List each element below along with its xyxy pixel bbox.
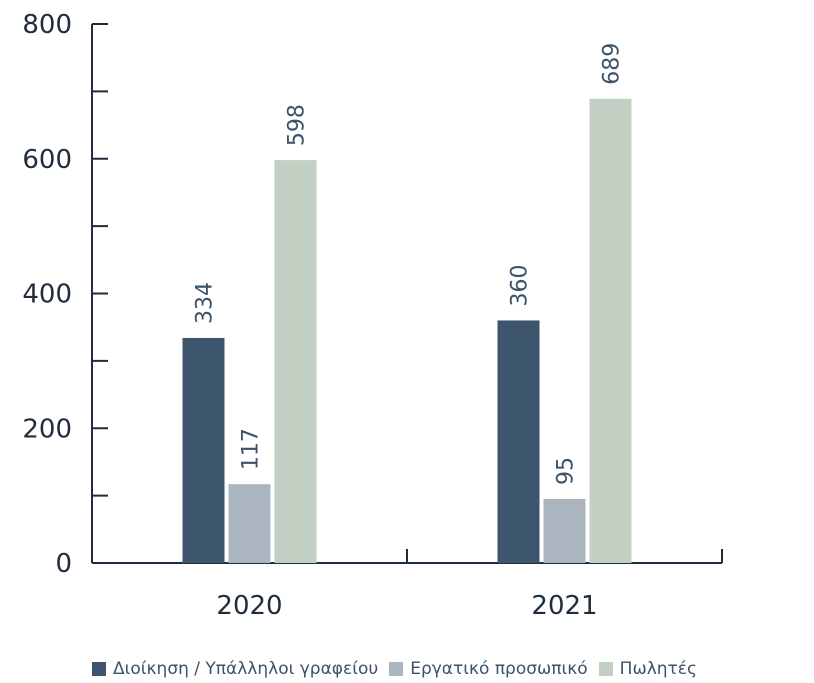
bar-chart: 0 200 400 600 800 334 117 598 360 95 689 2020 2021	[22, 10, 723, 621]
y-axis-ticks: 0 200 400 600 800	[22, 10, 108, 579]
data-label: 689	[600, 43, 625, 85]
y-tick-label: 0	[55, 549, 72, 579]
bar	[497, 320, 540, 563]
legend-item: Πωλητές	[598, 659, 697, 679]
y-tick-label: 800	[22, 10, 72, 40]
data-label: 598	[285, 104, 310, 146]
data-label: 117	[239, 428, 264, 470]
y-tick-label: 400	[22, 280, 72, 310]
legend-label: Εργατικό προσωπικό	[410, 659, 588, 679]
legend-swatch	[389, 662, 404, 676]
bar	[228, 484, 271, 563]
bar	[274, 160, 317, 563]
x-category-label: 2021	[531, 591, 597, 621]
legend-item: Διοίκηση / Υπάλληλοι γραφείου	[92, 659, 378, 679]
y-tick-label: 200	[22, 414, 72, 444]
data-label: 360	[508, 264, 533, 306]
bar	[543, 498, 586, 563]
x-axis-category-labels: 2020 2021	[216, 591, 597, 621]
legend-swatch	[92, 662, 106, 676]
legend-label: Διοίκηση / Υπάλληλοι γραφείου	[113, 659, 379, 679]
x-category-label: 2020	[216, 591, 282, 621]
bar	[182, 337, 225, 563]
chart-bars	[182, 98, 632, 563]
data-label: 95	[554, 457, 579, 485]
chart-legend: Διοίκηση / Υπάλληλοι γραφείου Εργατικό πρ…	[92, 658, 708, 680]
legend-swatch	[598, 662, 613, 676]
data-labels: 334 117 598 360 95 689	[193, 43, 625, 485]
y-tick-label: 600	[22, 145, 72, 175]
bar	[589, 98, 632, 563]
legend-label: Πωλητές	[619, 659, 697, 679]
legend-item: Εργατικό προσωπικό	[389, 659, 588, 679]
data-label: 334	[193, 282, 218, 324]
